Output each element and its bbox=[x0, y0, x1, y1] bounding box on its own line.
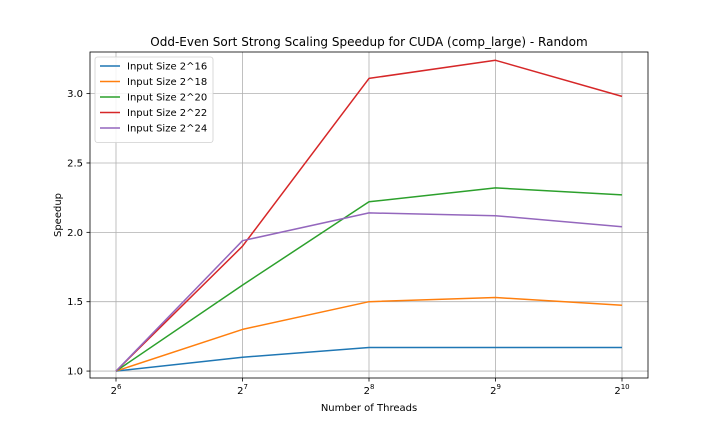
x-tick-label-exponent: 8 bbox=[370, 383, 374, 391]
series-line bbox=[115, 187, 623, 372]
y-axis-label: Speedup bbox=[53, 193, 64, 237]
x-tick-label-exponent: 7 bbox=[243, 383, 247, 391]
y-tick-label: 2.0 bbox=[67, 228, 83, 239]
legend: Input Size 2^16 Input Size 2^18 Input Size… bbox=[94, 56, 214, 143]
x-tick-label-base: 2 bbox=[614, 386, 620, 397]
legend-box bbox=[94, 56, 214, 143]
y-tick-label: 2.5 bbox=[67, 158, 83, 169]
x-tick-label: 27 bbox=[237, 383, 248, 397]
series-line bbox=[115, 212, 623, 372]
legend-entry-label: Input Size 2^16 bbox=[127, 62, 207, 73]
series-line bbox=[115, 59, 623, 372]
y-tick-label: 1.5 bbox=[67, 297, 83, 308]
legend-entry-label: Input Size 2^22 bbox=[127, 108, 207, 119]
x-tick-label-exponent: 10 bbox=[621, 383, 630, 391]
x-tick-label-exponent: 9 bbox=[496, 383, 500, 391]
chart-title: Odd-Even Sort Strong Scaling Speedup for… bbox=[150, 35, 587, 49]
x-tick-label-base: 2 bbox=[111, 386, 117, 397]
y-tick-label: 1.0 bbox=[67, 367, 83, 378]
legend-entry-label: Input Size 2^24 bbox=[127, 124, 207, 135]
x-tick-label: 29 bbox=[490, 383, 501, 397]
series-lines bbox=[115, 59, 623, 372]
x-tick-label-base: 2 bbox=[490, 386, 496, 397]
x-tick-label-base: 2 bbox=[237, 386, 243, 397]
x-tick-label-exponent: 6 bbox=[117, 383, 122, 391]
x-tick-label-base: 2 bbox=[364, 386, 370, 397]
x-tick-label: 28 bbox=[364, 383, 375, 397]
series-line bbox=[115, 296, 623, 372]
x-tick-label: 26 bbox=[111, 383, 122, 397]
legend-entry-label: Input Size 2^20 bbox=[127, 93, 207, 104]
legend-entry-label: Input Size 2^18 bbox=[127, 77, 207, 88]
x-tick-label: 210 bbox=[614, 383, 629, 397]
x-axis-label: Number of Threads bbox=[321, 403, 417, 414]
y-tick-label: 3.0 bbox=[67, 89, 83, 100]
series-line bbox=[115, 346, 622, 372]
